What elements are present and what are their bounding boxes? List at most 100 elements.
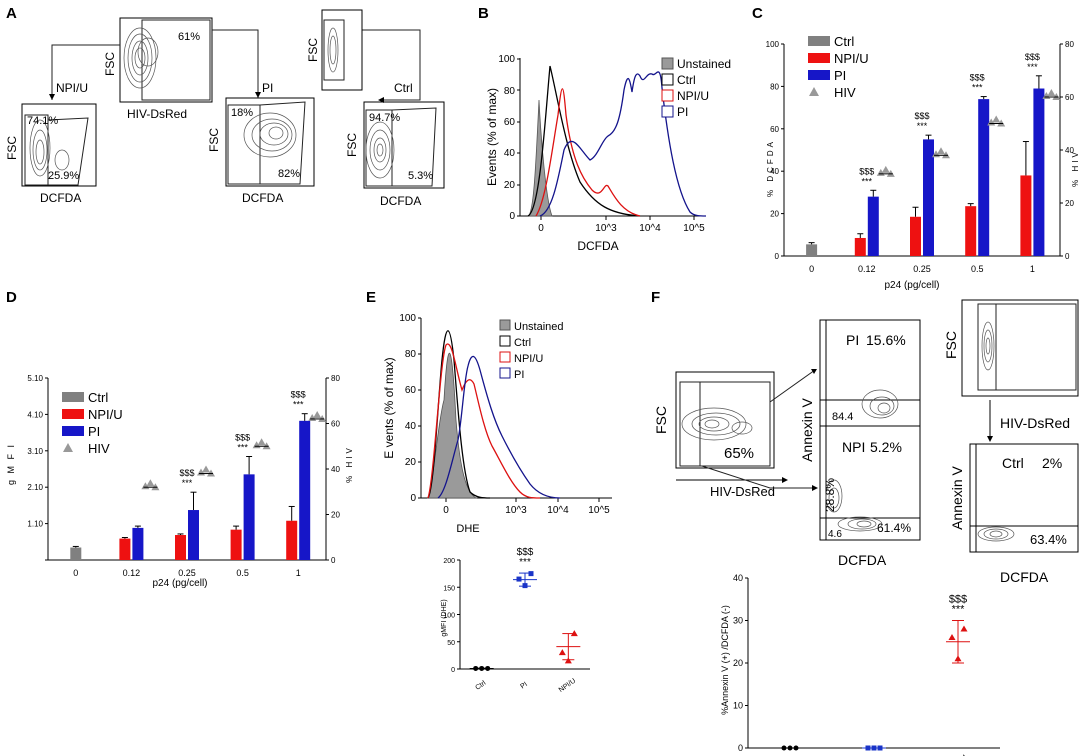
bar-npiu [230, 529, 242, 560]
flow-plot-a-pi: 18% 82% DCFDA FSC [207, 97, 315, 205]
legend-label: Unstained [514, 321, 564, 333]
significance-label: $$$ [517, 547, 534, 558]
axis-label-x: DCFDA [40, 191, 81, 205]
y-tick-label: 100 [766, 40, 780, 49]
pct-label: 61.4% [877, 521, 911, 535]
legend-label: PI [514, 369, 524, 381]
bar-ctrl [70, 547, 82, 560]
data-point-pi [877, 745, 883, 751]
legend-swatch-ctrl [808, 36, 830, 46]
bar-pi [978, 99, 990, 257]
legend-label: NPI/U [514, 353, 543, 365]
legend-swatch-unstained [661, 57, 674, 70]
panel-f-dot-plot: %Annexin V (+) /DCFDA (-) 010203040CtrlP… [720, 573, 1000, 756]
legend-swatch-npiu [499, 351, 511, 363]
panel-letter-a: A [6, 5, 17, 22]
y-tick-label: 0 [410, 493, 416, 504]
y-tick-label: 30 [733, 616, 743, 626]
hiv-marker [202, 465, 210, 473]
axis-label-y: FSC [103, 52, 117, 76]
panel-d-bar-chart: p24 (pg/cell) g M F I % HIV 1.10 2.10 3.10… [6, 374, 354, 589]
y-tick-label: 40 [770, 167, 779, 176]
gate-arrow [362, 29, 421, 101]
y-tick-label: 100 [498, 54, 515, 65]
axis-label-y: FSC [306, 38, 320, 62]
legend-label: Ctrl [88, 390, 108, 405]
legend-swatch-pi [499, 367, 511, 379]
data-point-ctrl [787, 745, 793, 751]
flow-plot-f-ctrl: Ctrl 2% 63.4% DCFDA Annexin V [949, 443, 1079, 585]
data-point-ctrl [793, 745, 799, 751]
significance-label: *** [182, 478, 193, 488]
hiv-marker [992, 115, 1001, 123]
y-axis-title: gMFI (DHE) [441, 599, 448, 636]
panel-letter-f: F [651, 289, 660, 306]
x-tick-label: 10^3 [505, 505, 527, 516]
x-tick-label: 1 [296, 568, 301, 578]
data-point-ctrl [479, 665, 485, 671]
pct-label: 18% [231, 107, 253, 119]
y-tick-label: 40 [504, 148, 516, 159]
y-tick-label: 60 [504, 117, 516, 128]
significance-label: $$$ [859, 166, 874, 176]
axis-label-x: DCFDA [242, 191, 283, 205]
legend-swatch-pi [808, 70, 830, 80]
flow-plot-f-main: 65% FSC HIV-DsRed [653, 371, 788, 499]
hiv-marker [1047, 89, 1056, 96]
y-tick-label: 10 [733, 701, 743, 711]
x-tick-label: 0 [73, 568, 78, 578]
pct-label: 94.7% [369, 112, 400, 124]
y2-tick-label: 40 [1065, 146, 1074, 155]
group-label: NPI/U [56, 81, 88, 95]
y-tick-label: 0 [509, 211, 515, 222]
legend-label: PI [677, 105, 688, 119]
bar-pi [923, 139, 934, 256]
y-tick-label: 200 [443, 558, 455, 565]
significance-label: $$$ [914, 111, 929, 121]
y-tick-label: 150 [443, 585, 455, 592]
x-axis-title: DCFDA [577, 239, 618, 253]
y-axis-title: g M F I [6, 443, 16, 485]
legend-label: Ctrl [677, 73, 696, 87]
legend-label: NPI/U [677, 89, 709, 103]
x-axis-title: DHE [456, 523, 479, 535]
y-axis-title: E vents (% of max) [382, 357, 396, 458]
x-tick-label: 0.12 [123, 568, 141, 578]
significance-label: *** [862, 176, 873, 186]
x-tick-label: Ctrl [474, 680, 487, 692]
legend-marker-hiv [63, 443, 73, 452]
x-tick-label: 10^5 [683, 223, 705, 234]
y-tick-label: 100 [399, 313, 416, 324]
y2-axis-title: % HIV [1071, 149, 1080, 187]
x-tick-label: 0 [443, 505, 449, 516]
group-label: NPI [842, 439, 865, 455]
histogram-npiu [535, 88, 641, 217]
axis-label-y: FSC [5, 136, 19, 160]
significance-label: *** [237, 443, 248, 453]
y2-tick-label: 0 [331, 556, 336, 565]
legend-swatch-pi [62, 426, 84, 436]
bar-npiu [1020, 175, 1032, 256]
legend-swatch-ctrl [62, 392, 84, 402]
y-tick-label: 60 [405, 385, 417, 396]
panel-letter-d: D [6, 289, 17, 306]
x-tick-label: 0.12 [858, 264, 876, 274]
y-tick-label: 0 [738, 743, 743, 753]
data-point-pi [528, 571, 534, 577]
flow-plot-f-pi: PI 15.6% 84.4 [819, 319, 921, 427]
y2-tick-label: 80 [331, 374, 340, 383]
pct-label: 5.3% [408, 170, 433, 182]
panel-a: 61% HIV-DsRed FSC NPI/U PI Ctrl 74.1% 25… [5, 9, 445, 208]
pct-label: 4.6 [828, 529, 842, 540]
panel-b: 0 20 40 60 80 100 0 10^3 10^4 10^5 DCFDA… [485, 54, 731, 253]
significance-label: *** [972, 83, 983, 93]
histogram-pi [437, 355, 561, 499]
y2-tick-label: 60 [331, 420, 340, 429]
legend-swatch-npiu [62, 409, 84, 419]
data-point-ctrl [485, 665, 491, 671]
legend-swatch-npiu [661, 89, 674, 102]
axis-label-x: HIV-DsRed [127, 107, 187, 121]
histogram-unstained [426, 352, 478, 499]
flow-plot-a-top: 61% HIV-DsRed FSC [103, 17, 213, 121]
panel-letter-c: C [752, 5, 763, 22]
